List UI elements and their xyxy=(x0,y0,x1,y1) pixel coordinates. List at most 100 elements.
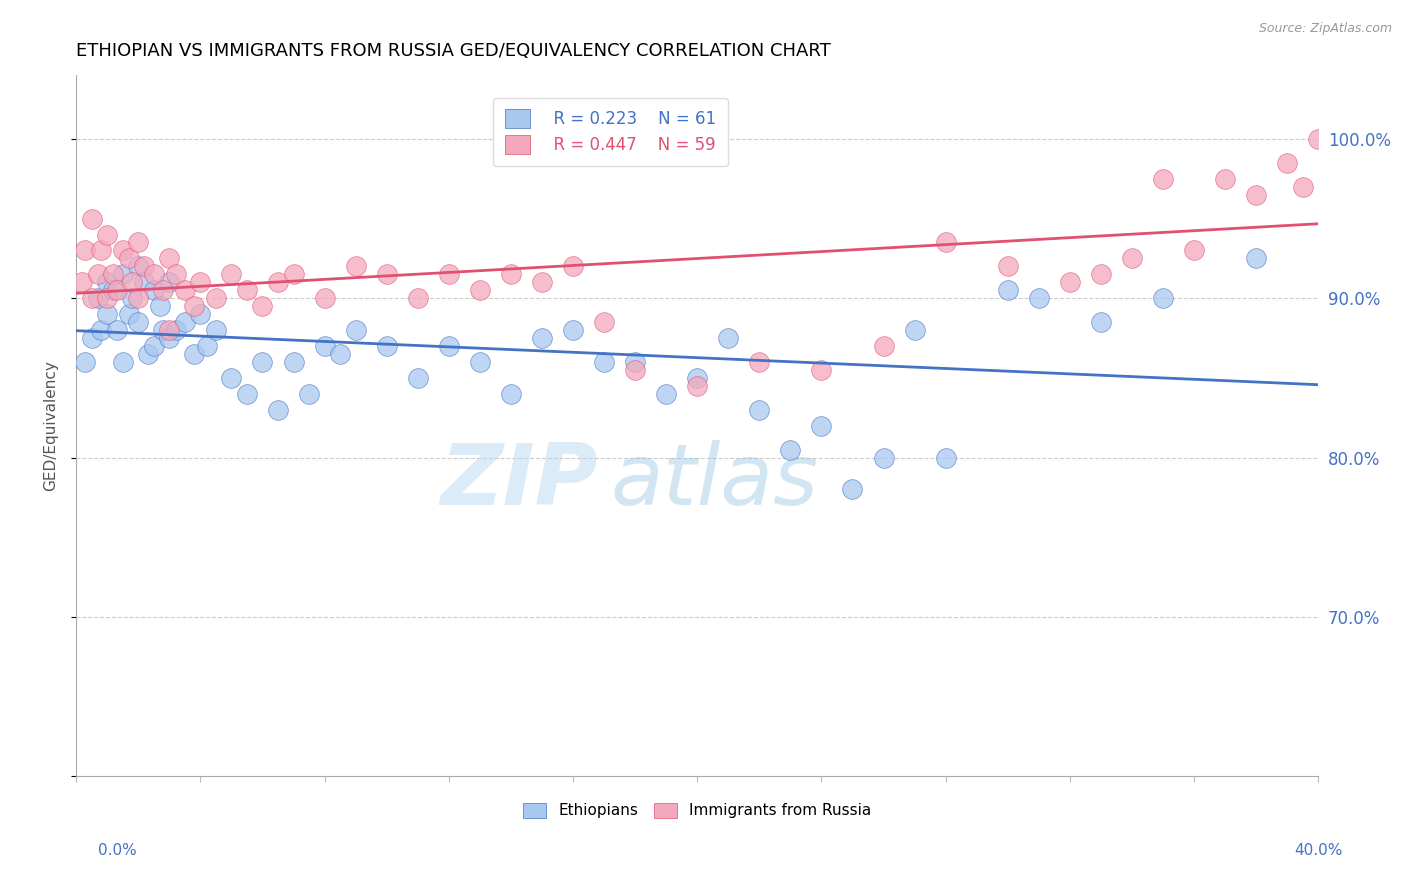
Point xyxy=(1277,156,1299,170)
Point xyxy=(872,339,894,353)
Point xyxy=(80,331,103,345)
Point xyxy=(127,260,149,274)
Point xyxy=(1292,179,1315,194)
Point xyxy=(655,387,678,401)
Point xyxy=(267,275,290,289)
Point xyxy=(1152,291,1174,305)
Point xyxy=(142,283,165,297)
Point xyxy=(499,268,522,282)
Point xyxy=(344,260,367,274)
Point xyxy=(298,387,321,401)
Point xyxy=(142,339,165,353)
Point xyxy=(935,235,957,250)
Point xyxy=(283,355,305,369)
Point xyxy=(267,402,290,417)
Point xyxy=(165,323,187,337)
Point xyxy=(329,347,352,361)
Point xyxy=(96,307,118,321)
Point xyxy=(87,291,110,305)
Point xyxy=(134,275,156,289)
Point xyxy=(344,323,367,337)
Point xyxy=(173,283,195,297)
Point xyxy=(314,339,336,353)
Point xyxy=(1028,291,1050,305)
Point xyxy=(205,291,228,305)
Point xyxy=(1121,252,1143,266)
Point xyxy=(80,211,103,226)
Point xyxy=(96,227,118,242)
Point xyxy=(134,260,156,274)
Point xyxy=(121,275,143,289)
Point xyxy=(468,283,491,297)
Point xyxy=(375,339,398,353)
Point xyxy=(190,275,212,289)
Point xyxy=(530,331,553,345)
Point xyxy=(96,275,118,289)
Point xyxy=(111,355,134,369)
Point xyxy=(562,260,585,274)
Point xyxy=(75,355,97,369)
Point xyxy=(1308,132,1330,146)
Point xyxy=(111,244,134,258)
Point xyxy=(593,315,616,329)
Point xyxy=(686,379,709,393)
Point xyxy=(157,252,180,266)
Point xyxy=(375,268,398,282)
Point xyxy=(96,291,118,305)
Point xyxy=(127,291,149,305)
Point xyxy=(406,371,429,385)
Point xyxy=(810,418,832,433)
Point xyxy=(1244,187,1267,202)
Point xyxy=(221,371,243,385)
Point xyxy=(152,323,174,337)
Point xyxy=(872,450,894,465)
Point xyxy=(195,339,218,353)
Point xyxy=(1152,171,1174,186)
Point xyxy=(748,402,770,417)
Point xyxy=(149,299,172,313)
Point xyxy=(80,291,103,305)
Point xyxy=(165,268,187,282)
Point xyxy=(157,323,180,337)
Point xyxy=(468,355,491,369)
Point xyxy=(118,252,141,266)
Point xyxy=(624,363,647,377)
Point xyxy=(75,244,97,258)
Text: ETHIOPIAN VS IMMIGRANTS FROM RUSSIA GED/EQUIVALENCY CORRELATION CHART: ETHIOPIAN VS IMMIGRANTS FROM RUSSIA GED/… xyxy=(76,42,831,60)
Point xyxy=(127,235,149,250)
Point xyxy=(118,307,141,321)
Point xyxy=(748,355,770,369)
Point xyxy=(111,268,134,282)
Point xyxy=(997,260,1019,274)
Point xyxy=(142,268,165,282)
Point xyxy=(136,347,159,361)
Point xyxy=(499,387,522,401)
Text: Source: ZipAtlas.com: Source: ZipAtlas.com xyxy=(1258,22,1392,36)
Point xyxy=(190,307,212,321)
Point xyxy=(90,244,112,258)
Point xyxy=(105,323,128,337)
Point xyxy=(173,315,195,329)
Point xyxy=(530,275,553,289)
Point xyxy=(72,275,94,289)
Point xyxy=(1244,252,1267,266)
Point xyxy=(103,283,125,297)
Point xyxy=(1090,268,1112,282)
Point xyxy=(87,268,110,282)
Text: atlas: atlas xyxy=(610,441,818,524)
Point xyxy=(183,299,205,313)
Point xyxy=(997,283,1019,297)
Point xyxy=(90,323,112,337)
Point xyxy=(252,299,274,313)
Point xyxy=(157,275,180,289)
Point xyxy=(810,363,832,377)
Point xyxy=(437,339,460,353)
Point xyxy=(252,355,274,369)
Point xyxy=(236,387,259,401)
Point xyxy=(152,283,174,297)
Point xyxy=(779,442,801,457)
Point xyxy=(841,483,863,497)
Point xyxy=(593,355,616,369)
Point xyxy=(686,371,709,385)
Point xyxy=(221,268,243,282)
